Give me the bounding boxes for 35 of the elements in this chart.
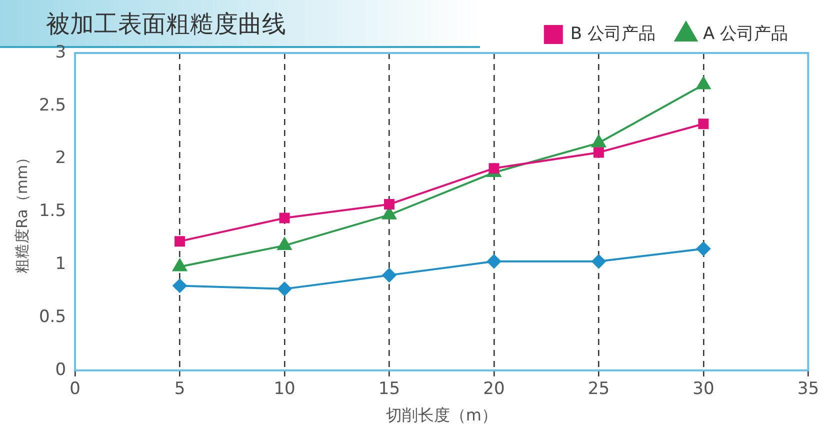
point — [696, 242, 710, 256]
y-tick-label: 2.5 — [38, 95, 66, 116]
x-tick-label: 30 — [692, 379, 714, 400]
point — [384, 199, 394, 210]
y-tick-label: 0.5 — [38, 306, 66, 327]
y-tick-label: 1.5 — [38, 201, 66, 222]
chart-title: 被加工表面粗糙度曲线 — [46, 9, 286, 40]
y-tick-label: 0 — [55, 360, 66, 380]
x-tick-label: 0 — [70, 379, 80, 400]
point — [382, 268, 396, 282]
point — [698, 118, 709, 130]
point — [174, 236, 186, 247]
legend-label: A 公司产品 — [702, 24, 788, 44]
x-tick-label: 15 — [378, 379, 400, 400]
point — [278, 282, 292, 296]
point — [593, 147, 604, 158]
x-tick-label: 25 — [588, 379, 610, 400]
point — [172, 278, 187, 293]
x-tick-label: 5 — [174, 379, 186, 400]
point — [592, 134, 606, 148]
point — [277, 238, 292, 250]
point — [592, 254, 606, 268]
point — [488, 163, 500, 174]
y-tick-label: 3 — [55, 42, 66, 62]
point — [486, 254, 501, 268]
point — [279, 212, 290, 224]
x-tick-label: 35 — [797, 379, 820, 400]
y-tick-label: 1 — [55, 254, 66, 274]
y-axis-title: 粗糙度Ra（mm） — [12, 150, 31, 274]
legend-label: B 公司产品 — [570, 24, 656, 44]
x-tick-label: 20 — [483, 379, 505, 400]
x-axis-title: 切削长度（m） — [386, 406, 498, 425]
point — [696, 76, 711, 90]
x-tick-label: 10 — [274, 379, 296, 400]
y-tick-label: 2 — [55, 148, 66, 168]
